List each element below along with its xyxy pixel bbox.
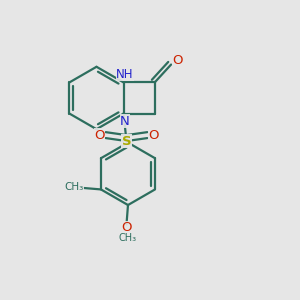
Text: CH₃: CH₃ [119, 233, 137, 243]
Text: O: O [121, 221, 132, 234]
Text: O: O [172, 55, 183, 68]
Text: NH: NH [116, 68, 134, 81]
Text: CH₃: CH₃ [64, 182, 84, 192]
Text: O: O [94, 129, 104, 142]
Text: S: S [122, 135, 131, 148]
Text: N: N [120, 115, 130, 128]
Text: O: O [148, 129, 159, 142]
